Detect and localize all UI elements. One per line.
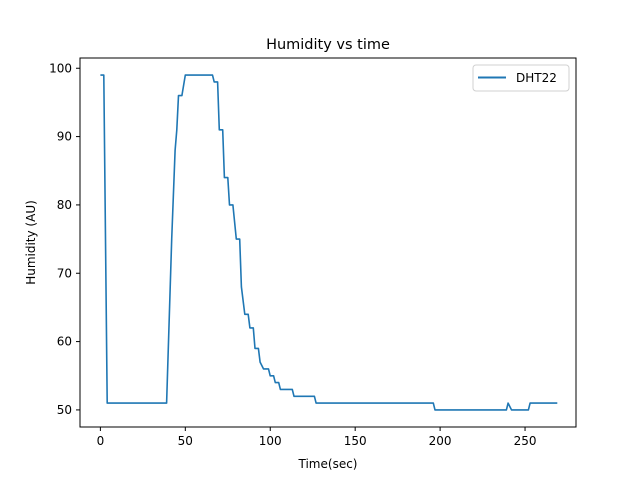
series-line-dht22 <box>100 74 558 411</box>
y-tick-label: 80 <box>57 198 72 212</box>
y-tick-label: 90 <box>57 130 72 144</box>
plot-area <box>100 74 558 411</box>
x-tick-label: 200 <box>429 434 452 448</box>
y-tick-label: 70 <box>57 266 72 280</box>
x-axis-label: Time(sec) <box>298 457 358 471</box>
y-tick-label: 60 <box>57 335 72 349</box>
y-tick-label: 100 <box>49 61 72 75</box>
x-tick-label: 150 <box>344 434 367 448</box>
x-tick-label: 250 <box>514 434 537 448</box>
y-axis-label: Humidity (AU) <box>24 200 38 285</box>
y-tick-label: 50 <box>57 403 72 417</box>
legend-label-dht22: DHT22 <box>516 71 557 85</box>
x-tick-label: 100 <box>259 434 282 448</box>
x-tick-label: 0 <box>97 434 105 448</box>
chart-title: Humidity vs time <box>266 37 390 53</box>
legend: DHT22 <box>472 64 570 92</box>
x-axis: 0 50 100 150 200 250 <box>97 427 537 448</box>
y-axis: 50 60 70 80 90 100 <box>49 61 80 417</box>
plot-frame <box>79 57 577 428</box>
legend-box <box>472 64 570 92</box>
x-tick-label: 50 <box>178 434 193 448</box>
